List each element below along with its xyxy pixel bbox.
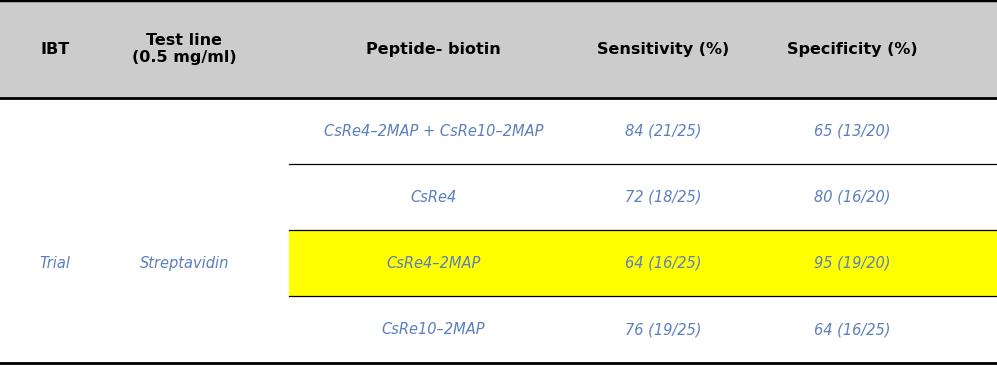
Text: CsRe4–2MAP + CsRe10–2MAP: CsRe4–2MAP + CsRe10–2MAP bbox=[324, 124, 543, 139]
Text: 72 (18/25): 72 (18/25) bbox=[625, 190, 701, 205]
Bar bbox=[0, 0, 997, 98]
Text: Streptavidin: Streptavidin bbox=[140, 256, 229, 271]
Text: Test line
(0.5 mg/ml): Test line (0.5 mg/ml) bbox=[133, 33, 236, 65]
Text: Peptide- biotin: Peptide- biotin bbox=[366, 41, 501, 57]
Text: 84 (21/25): 84 (21/25) bbox=[625, 124, 701, 139]
Text: 64 (16/25): 64 (16/25) bbox=[815, 322, 890, 337]
Text: 76 (19/25): 76 (19/25) bbox=[625, 322, 701, 337]
Text: IBT: IBT bbox=[40, 41, 70, 57]
Text: 65 (13/20): 65 (13/20) bbox=[815, 124, 890, 139]
Text: 64 (16/25): 64 (16/25) bbox=[625, 256, 701, 271]
Text: CsRe4–2MAP: CsRe4–2MAP bbox=[387, 256, 481, 271]
Text: Sensitivity (%): Sensitivity (%) bbox=[597, 41, 729, 57]
Text: 95 (19/20): 95 (19/20) bbox=[815, 256, 890, 271]
Text: Specificity (%): Specificity (%) bbox=[787, 41, 918, 57]
Bar bbox=[289, 230, 997, 296]
Text: CsRe10–2MAP: CsRe10–2MAP bbox=[382, 322, 486, 337]
Text: 80 (16/20): 80 (16/20) bbox=[815, 190, 890, 205]
Text: Trial: Trial bbox=[39, 256, 71, 271]
Text: CsRe4: CsRe4 bbox=[411, 190, 457, 205]
